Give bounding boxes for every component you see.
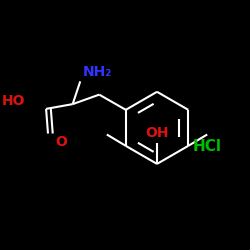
Text: NH₂: NH₂ <box>83 64 112 78</box>
Text: O: O <box>56 136 68 149</box>
Text: HCl: HCl <box>193 139 222 154</box>
Text: HO: HO <box>2 94 25 108</box>
Text: OH: OH <box>145 126 169 140</box>
